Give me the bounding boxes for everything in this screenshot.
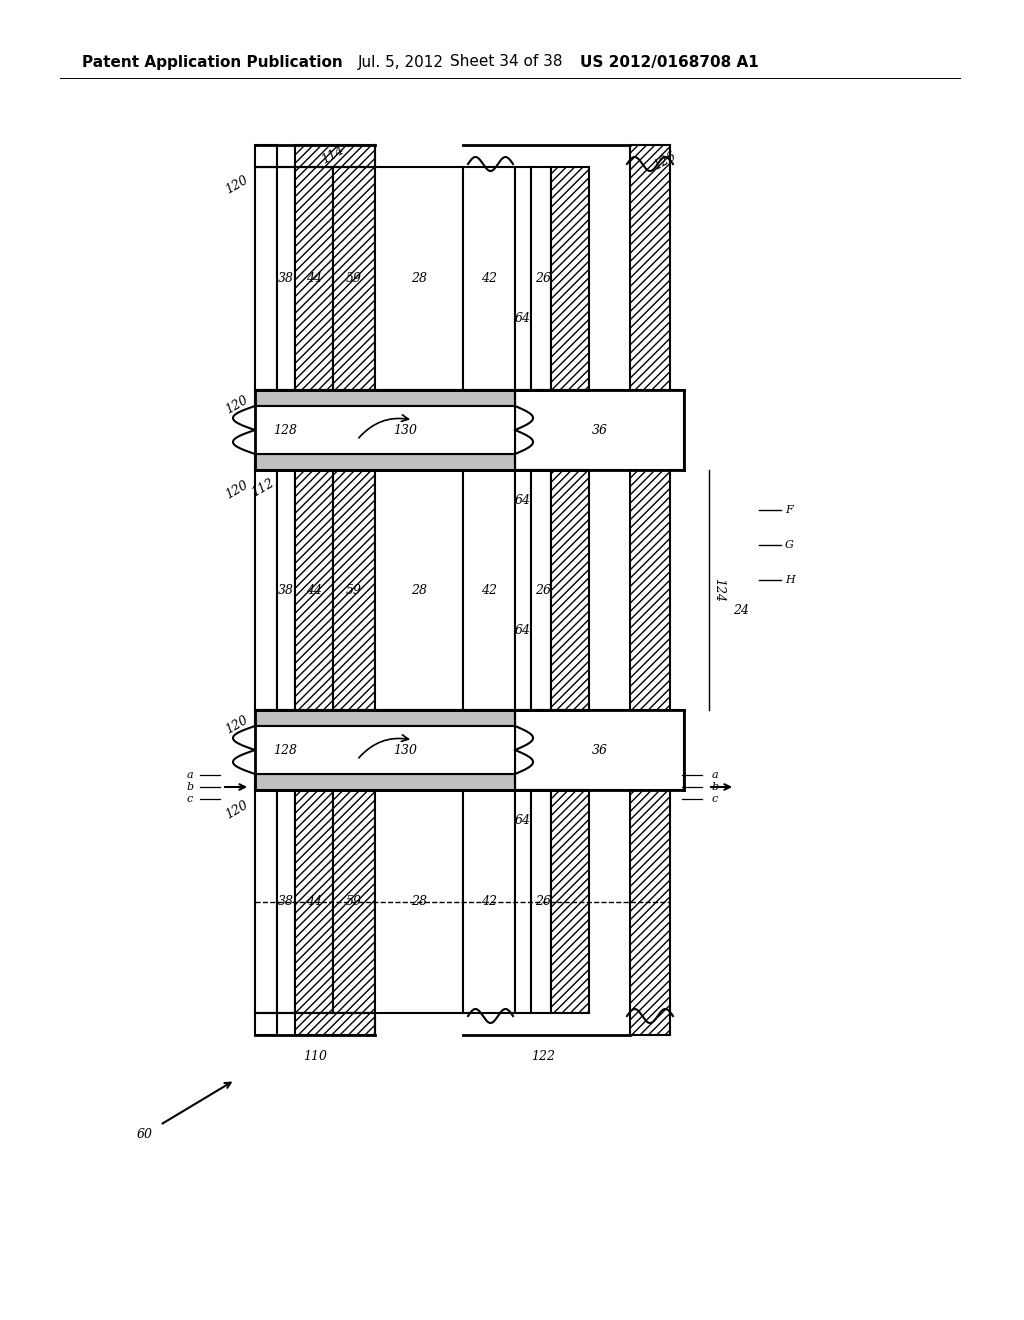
Text: US 2012/0168708 A1: US 2012/0168708 A1 bbox=[580, 54, 759, 70]
Text: 60: 60 bbox=[137, 1129, 153, 1142]
Text: 42: 42 bbox=[481, 272, 497, 285]
Text: 36: 36 bbox=[592, 424, 607, 437]
Bar bbox=[551, 168, 589, 389]
Text: 26: 26 bbox=[535, 272, 551, 285]
Text: 112: 112 bbox=[250, 477, 276, 500]
Text: 120: 120 bbox=[223, 478, 251, 502]
Bar bbox=[295, 168, 333, 389]
Bar bbox=[375, 789, 463, 1012]
Bar bbox=[333, 789, 375, 1012]
Text: c: c bbox=[186, 795, 194, 804]
Bar bbox=[515, 389, 684, 470]
Text: 28: 28 bbox=[411, 895, 427, 908]
Text: 120: 120 bbox=[223, 713, 251, 737]
Bar bbox=[295, 789, 333, 1012]
Text: 64: 64 bbox=[515, 494, 531, 507]
Text: G: G bbox=[785, 540, 794, 550]
Bar bbox=[463, 168, 515, 389]
Text: 42: 42 bbox=[481, 895, 497, 908]
Text: 120: 120 bbox=[223, 799, 251, 821]
Bar bbox=[255, 710, 515, 726]
Text: 36: 36 bbox=[592, 743, 607, 756]
Bar bbox=[515, 470, 531, 710]
Text: 59: 59 bbox=[346, 272, 362, 285]
Text: a: a bbox=[712, 770, 718, 780]
Bar bbox=[295, 145, 375, 168]
Text: Sheet 34 of 38: Sheet 34 of 38 bbox=[450, 54, 562, 70]
Text: 26: 26 bbox=[535, 583, 551, 597]
Bar bbox=[531, 789, 551, 1012]
Text: 59: 59 bbox=[346, 895, 362, 908]
Text: 130: 130 bbox=[393, 743, 417, 756]
Bar bbox=[515, 789, 531, 1012]
Text: 120: 120 bbox=[223, 173, 251, 197]
Bar bbox=[333, 168, 375, 389]
Bar bbox=[255, 789, 278, 1012]
Text: 64: 64 bbox=[515, 312, 531, 325]
Bar bbox=[463, 789, 515, 1012]
Bar bbox=[255, 407, 515, 454]
Bar bbox=[255, 1012, 278, 1035]
Text: 130: 130 bbox=[393, 424, 417, 437]
Bar bbox=[551, 470, 589, 710]
Text: 122: 122 bbox=[531, 1051, 555, 1064]
Bar bbox=[255, 389, 515, 407]
Text: 38: 38 bbox=[278, 583, 294, 597]
Text: 128: 128 bbox=[273, 424, 297, 437]
Text: 64: 64 bbox=[515, 813, 531, 826]
Bar bbox=[278, 168, 295, 389]
Bar bbox=[515, 168, 531, 389]
Text: 44: 44 bbox=[306, 272, 322, 285]
Text: 128: 128 bbox=[273, 743, 297, 756]
Text: 120: 120 bbox=[223, 393, 251, 417]
Bar bbox=[295, 1012, 375, 1035]
Text: 59: 59 bbox=[346, 583, 362, 597]
Text: c: c bbox=[712, 795, 718, 804]
Text: 28: 28 bbox=[411, 583, 427, 597]
Text: 38: 38 bbox=[278, 895, 294, 908]
Bar bbox=[531, 168, 551, 389]
Bar bbox=[255, 470, 278, 710]
Bar bbox=[295, 470, 333, 710]
FancyArrowPatch shape bbox=[358, 735, 409, 758]
Bar bbox=[278, 470, 295, 710]
Bar bbox=[255, 145, 278, 168]
Bar bbox=[375, 470, 463, 710]
Text: a: a bbox=[186, 770, 194, 780]
Bar bbox=[255, 168, 278, 389]
Text: b: b bbox=[712, 781, 719, 792]
Bar bbox=[375, 168, 463, 389]
Text: 44: 44 bbox=[306, 583, 322, 597]
FancyArrowPatch shape bbox=[358, 414, 409, 438]
Bar bbox=[255, 726, 515, 774]
Bar bbox=[463, 470, 515, 710]
Bar bbox=[255, 774, 515, 789]
Text: 110: 110 bbox=[303, 1051, 327, 1064]
Bar bbox=[531, 470, 551, 710]
Text: 38: 38 bbox=[278, 272, 294, 285]
Text: 44: 44 bbox=[306, 895, 322, 908]
Text: 24: 24 bbox=[733, 603, 749, 616]
Text: 126: 126 bbox=[651, 149, 679, 173]
Text: Patent Application Publication: Patent Application Publication bbox=[82, 54, 343, 70]
Bar bbox=[333, 470, 375, 710]
Text: 124: 124 bbox=[713, 578, 725, 602]
Text: 26: 26 bbox=[535, 895, 551, 908]
Bar bbox=[255, 454, 515, 470]
Text: 64: 64 bbox=[515, 623, 531, 636]
Text: b: b bbox=[186, 781, 194, 792]
Text: 28: 28 bbox=[411, 272, 427, 285]
Bar bbox=[551, 789, 589, 1012]
Text: F: F bbox=[785, 506, 793, 515]
Text: 114: 114 bbox=[319, 144, 347, 166]
Bar bbox=[515, 710, 684, 789]
Text: Jul. 5, 2012: Jul. 5, 2012 bbox=[358, 54, 444, 70]
Bar bbox=[278, 789, 295, 1012]
Text: H: H bbox=[785, 576, 795, 585]
Text: 42: 42 bbox=[481, 583, 497, 597]
Bar bbox=[630, 145, 670, 1035]
